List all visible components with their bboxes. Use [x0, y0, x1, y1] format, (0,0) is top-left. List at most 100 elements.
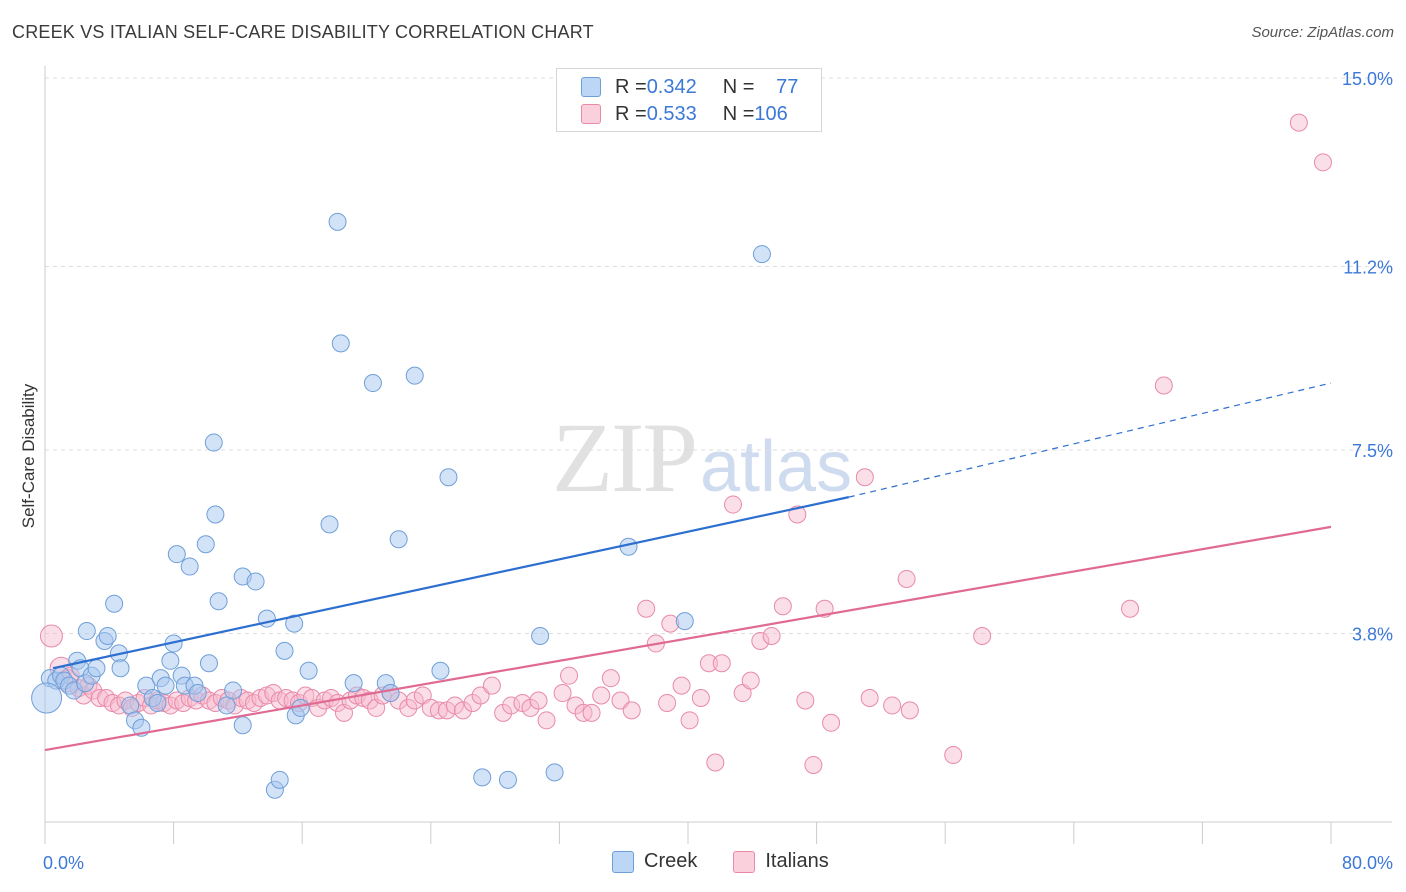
creek-swatch [581, 77, 601, 97]
creek-legend-swatch [612, 850, 634, 873]
creek-point [531, 627, 550, 645]
italians-point [706, 753, 725, 772]
italians-point [680, 711, 699, 730]
creek-point [206, 505, 225, 524]
italians-point [691, 689, 710, 707]
italians-point [1154, 376, 1173, 395]
italians-point [39, 624, 63, 648]
creek-point [224, 681, 243, 700]
italians-point [637, 599, 656, 618]
italians-point [537, 711, 556, 730]
creek-point [285, 614, 304, 633]
creek-point [121, 696, 140, 715]
italians-point [822, 713, 841, 732]
creek-point [199, 654, 218, 673]
creek-point [246, 572, 265, 591]
creek-point [156, 676, 175, 695]
creek-point [498, 770, 517, 789]
italians-point [900, 701, 919, 720]
italians-point [1289, 113, 1308, 132]
creek-point [545, 763, 564, 782]
italians-legend-swatch [733, 850, 756, 873]
italians-point [553, 684, 572, 703]
italians-trend-line [44, 525, 1332, 752]
italians-point [601, 669, 620, 688]
italians-point [724, 495, 743, 514]
label-layer: 3.8% 7.5% 11.2% 15.0% 0.0% 80.0% Self-Care Dis… [19, 69, 1393, 873]
creek-n-value: 77 [776, 75, 799, 98]
italians-point [592, 686, 611, 705]
creek-trend-extension [848, 382, 1332, 498]
creek-point [180, 557, 199, 576]
italians-point [672, 676, 691, 695]
creek-point [363, 374, 382, 393]
italians-point [502, 696, 521, 715]
creek-point [275, 641, 294, 660]
creek-point [233, 716, 252, 735]
creek-point [381, 684, 400, 703]
italians-point [712, 654, 731, 673]
italians-r-label: R = [615, 102, 647, 125]
italians-point [796, 691, 815, 710]
italians-point [582, 703, 601, 722]
creek-trend-line [52, 496, 849, 670]
italians-swatch [581, 104, 601, 124]
series-legend: Creek Italians [612, 850, 829, 873]
italians-point [944, 746, 963, 765]
y-axis-label: Self-Care Disability [19, 383, 38, 528]
creek-point [111, 659, 130, 678]
italians-point [699, 654, 718, 673]
trend-layer [44, 382, 1332, 752]
y-tick-label: 3.8% [1352, 625, 1393, 645]
italians-n-value: 106 [754, 102, 788, 125]
creek-point [31, 682, 63, 714]
italians-r-value: 0.533 [646, 102, 697, 125]
creek-point [344, 674, 363, 693]
creek-point [77, 622, 96, 641]
italians-point [658, 693, 677, 712]
italians-point [773, 597, 792, 616]
creek-point [389, 530, 408, 549]
legend-row-creek: R = 0.342 N = 77 [581, 75, 798, 99]
creek-point [87, 659, 106, 678]
creek-point [752, 245, 771, 264]
italians-point [560, 666, 579, 685]
creek-point [217, 696, 236, 715]
source-credit: Source: ZipAtlas.com [1251, 24, 1394, 41]
italians-point [897, 569, 916, 588]
italians-point [399, 698, 418, 717]
italians-point [741, 671, 760, 690]
italians-point [482, 676, 501, 695]
creek-point [405, 366, 424, 385]
y-tick-label: 11.2% [1343, 257, 1393, 277]
creek-point [105, 594, 124, 613]
y-tick-label: 7.5% [1352, 441, 1393, 461]
italians-legend-label: Italians [765, 850, 829, 872]
creek-point [431, 661, 450, 680]
creek-points [31, 212, 771, 799]
correlation-legend: R = 0.342 N = 77 R = 0.533 N = 106 [556, 68, 822, 132]
italians-point [973, 627, 992, 645]
creek-point [167, 545, 186, 564]
creek-point [331, 334, 350, 353]
italians-point [1121, 599, 1140, 618]
italians-point [611, 691, 630, 710]
creek-point [270, 770, 289, 789]
creek-point [320, 515, 339, 534]
creek-point [196, 535, 215, 554]
creek-point [148, 693, 167, 712]
italians-point [860, 689, 879, 707]
creek-point [204, 433, 223, 452]
x-tick-label: 0.0% [43, 853, 84, 873]
creek-point [675, 612, 694, 631]
creek-point [473, 768, 492, 787]
chart-title: CREEK VS ITALIAN SELF-CARE DISABILITY CO… [12, 22, 594, 42]
creek-point [209, 592, 228, 611]
italians-point [529, 691, 548, 710]
creek-point [291, 698, 310, 717]
creek-n-label: N = [722, 75, 755, 98]
italians-point [751, 631, 770, 650]
creek-point [188, 684, 207, 703]
italians-point [883, 696, 902, 715]
creek-r-value: 0.342 [646, 75, 697, 98]
